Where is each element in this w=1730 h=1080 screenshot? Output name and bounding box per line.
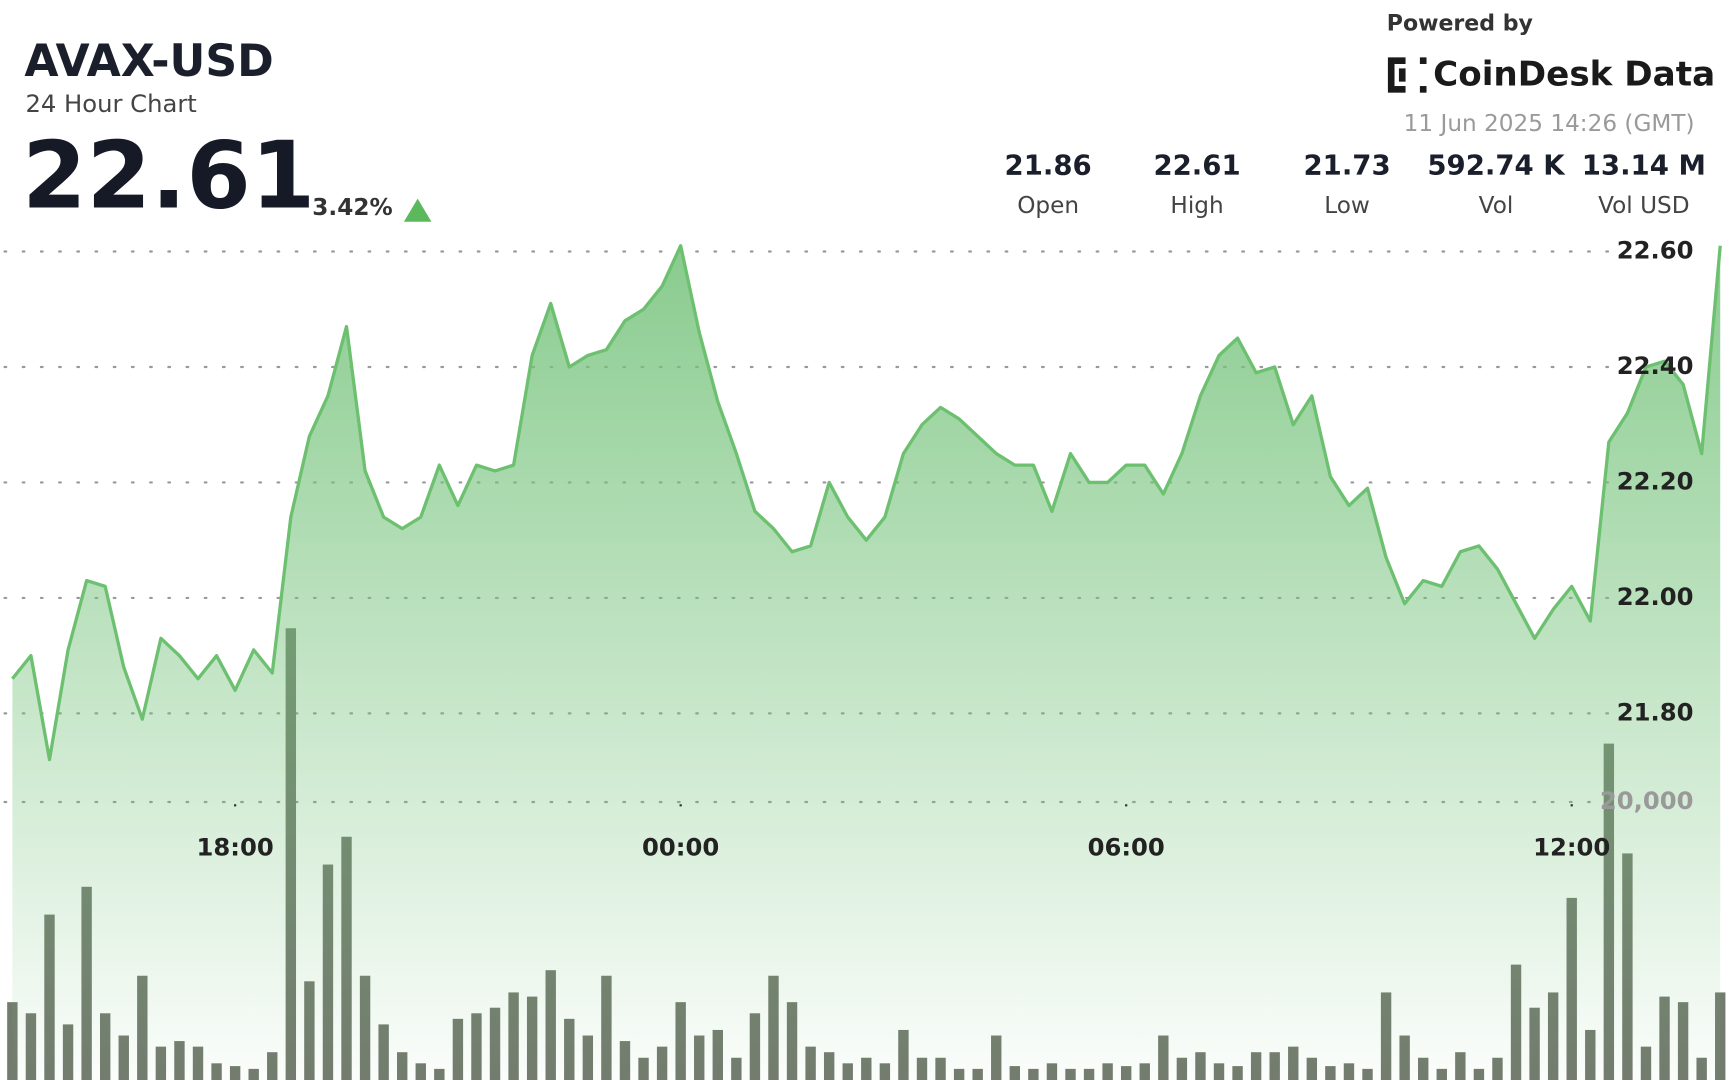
x-tick-label: 12:00 [1533,832,1610,861]
brand: CoinDesk Data [1433,55,1715,95]
symbol: AVAX-USD [24,36,273,87]
stat-label: Vol [1479,193,1514,219]
x-tick-label: 00:00 [642,832,719,861]
x-tick-label: 06:00 [1088,832,1165,861]
y-tick-label: 22.60 [1617,236,1694,265]
price: 22.61 [22,121,315,229]
stat-label: Low [1324,193,1370,219]
timestamp: 11 Jun 2025 14:26 (GMT) [1404,111,1695,137]
y-tick-label: 21.80 [1617,697,1694,726]
subtitle: 24 Hour Chart [25,89,196,118]
y-tick-label: 22.00 [1617,582,1694,611]
stats: 21.86 Open 22.61 High 21.73 Low 592.74 K Vol 13.… [1005,149,1706,219]
stat-label: Open [1017,193,1079,219]
y-tick-label: 22.40 [1617,351,1694,380]
y-tick-label: 22.20 [1617,466,1694,495]
stat-label: Vol USD [1598,193,1689,219]
stat-value: 13.14 M [1582,149,1706,182]
volume-bar [7,1002,18,1080]
up-arrow [403,198,432,222]
price-line [11,244,1722,762]
change: 3.42% [312,195,392,221]
plot: 21.80 22.00 22.20 22.40 22.60 20,000 18:00 00:0… [3,236,1726,1080]
stat-label: High [1170,193,1223,219]
x-tick-label: 18:00 [197,832,274,861]
stat-value: 22.61 [1153,149,1240,182]
stat-value: 21.73 [1303,149,1390,182]
brand-logo [1387,57,1427,93]
y2-tick-label: 20,000 [1600,786,1694,815]
stat-value: 21.86 [1005,149,1092,182]
stat-value: 592.74 K [1427,149,1566,182]
powered-by: Powered by [1387,11,1533,36]
price-area [12,245,1721,1080]
